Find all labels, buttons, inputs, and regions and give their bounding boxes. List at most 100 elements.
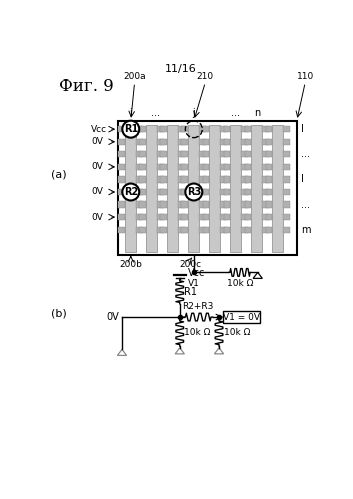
Text: R1: R1 bbox=[184, 286, 197, 296]
Text: 0V: 0V bbox=[91, 137, 103, 146]
Bar bbox=[161, 176, 167, 183]
Bar bbox=[265, 214, 273, 220]
Bar bbox=[136, 202, 143, 208]
Bar bbox=[161, 126, 167, 132]
Bar bbox=[283, 139, 290, 145]
Bar bbox=[161, 202, 167, 208]
Text: 0V: 0V bbox=[91, 162, 103, 171]
Text: Vcc: Vcc bbox=[91, 125, 107, 134]
Bar bbox=[181, 202, 189, 208]
Bar bbox=[223, 139, 231, 145]
Bar bbox=[220, 214, 227, 220]
Bar bbox=[245, 227, 251, 233]
Bar bbox=[220, 126, 227, 132]
Text: 200a: 200a bbox=[123, 72, 146, 81]
Bar bbox=[241, 164, 248, 170]
Bar bbox=[157, 214, 164, 220]
Bar bbox=[199, 126, 206, 132]
Bar bbox=[265, 189, 273, 195]
Bar bbox=[178, 202, 185, 208]
Text: ...: ... bbox=[151, 108, 160, 118]
Bar bbox=[220, 227, 227, 233]
Text: R3: R3 bbox=[187, 187, 201, 197]
Bar bbox=[136, 227, 143, 233]
Bar bbox=[223, 164, 231, 170]
Bar bbox=[178, 139, 185, 145]
Bar bbox=[283, 151, 290, 157]
Bar bbox=[262, 227, 269, 233]
Bar bbox=[262, 189, 269, 195]
Bar bbox=[223, 176, 231, 183]
Bar bbox=[157, 189, 164, 195]
Text: m: m bbox=[301, 225, 310, 235]
Text: 10k Ω: 10k Ω bbox=[224, 328, 250, 337]
Bar bbox=[241, 202, 248, 208]
Bar bbox=[139, 214, 146, 220]
Bar bbox=[139, 189, 146, 195]
Bar bbox=[118, 121, 297, 255]
Bar bbox=[178, 126, 185, 132]
Text: I: I bbox=[301, 175, 304, 185]
Bar bbox=[262, 202, 269, 208]
Bar bbox=[157, 176, 164, 183]
Bar bbox=[157, 139, 164, 145]
Bar bbox=[283, 202, 290, 208]
Bar bbox=[220, 189, 227, 195]
Bar bbox=[245, 151, 251, 157]
Text: j: j bbox=[192, 108, 195, 118]
Bar bbox=[136, 176, 143, 183]
Bar bbox=[265, 126, 273, 132]
Bar bbox=[262, 151, 269, 157]
Bar bbox=[119, 126, 125, 132]
Bar bbox=[119, 176, 125, 183]
Text: V1 = 0V: V1 = 0V bbox=[223, 312, 260, 321]
Bar bbox=[262, 176, 269, 183]
Bar bbox=[157, 227, 164, 233]
Bar bbox=[223, 202, 231, 208]
Bar bbox=[181, 139, 189, 145]
Bar bbox=[241, 214, 248, 220]
Bar bbox=[161, 139, 167, 145]
Bar bbox=[220, 151, 227, 157]
Bar bbox=[178, 189, 185, 195]
Bar bbox=[199, 176, 206, 183]
Bar bbox=[283, 214, 290, 220]
Bar bbox=[139, 227, 146, 233]
Text: 0V: 0V bbox=[106, 312, 119, 322]
Bar bbox=[283, 227, 290, 233]
Bar bbox=[199, 139, 206, 145]
Bar bbox=[136, 126, 143, 132]
Text: ...: ... bbox=[301, 200, 310, 210]
Bar bbox=[181, 176, 189, 183]
Bar bbox=[241, 189, 248, 195]
Bar bbox=[181, 151, 189, 157]
Bar bbox=[265, 164, 273, 170]
Bar bbox=[220, 164, 227, 170]
Text: 0V: 0V bbox=[91, 213, 103, 222]
Bar bbox=[119, 227, 125, 233]
Bar bbox=[231, 125, 241, 251]
Bar bbox=[241, 176, 248, 183]
Bar bbox=[223, 214, 231, 220]
Bar bbox=[245, 202, 251, 208]
Bar bbox=[161, 227, 167, 233]
Text: Vcc: Vcc bbox=[187, 268, 205, 278]
Bar bbox=[136, 164, 143, 170]
Bar bbox=[203, 202, 209, 208]
Bar bbox=[241, 139, 248, 145]
Bar bbox=[245, 139, 251, 145]
Bar bbox=[199, 227, 206, 233]
Bar bbox=[167, 125, 178, 251]
Bar bbox=[199, 151, 206, 157]
Text: Фиг. 9: Фиг. 9 bbox=[59, 77, 114, 94]
Bar bbox=[157, 202, 164, 208]
Bar bbox=[203, 214, 209, 220]
Bar bbox=[161, 189, 167, 195]
Bar bbox=[125, 125, 136, 251]
Bar bbox=[181, 126, 189, 132]
Bar bbox=[223, 227, 231, 233]
Bar bbox=[139, 176, 146, 183]
Bar bbox=[178, 164, 185, 170]
Bar bbox=[178, 151, 185, 157]
Bar bbox=[119, 189, 125, 195]
